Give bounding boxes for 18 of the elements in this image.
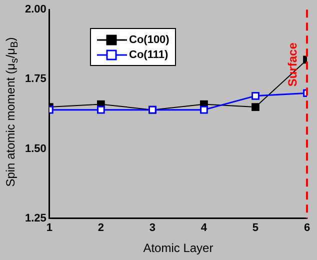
point (252, 92, 260, 100)
y-tick-label: 1.75 (24, 73, 46, 86)
point (96, 106, 105, 114)
x-tick-label: 5 (252, 222, 259, 234)
y-tick-label: 1.25 (24, 212, 46, 224)
x-tick-label: 3 (149, 222, 156, 234)
legend-label: Co(111) (129, 48, 168, 60)
x-tick-label: 1 (46, 222, 52, 234)
y-tick-label: 1.50 (24, 142, 46, 155)
x-tick-label: 2 (98, 222, 104, 234)
point (200, 106, 208, 114)
x-tick-label: 6 (304, 222, 310, 234)
ref-line-label: Surface (285, 42, 300, 87)
x-tick-label: 4 (200, 222, 208, 234)
legend-label: Co(100) (129, 34, 170, 46)
y-tick-label: 2.00 (24, 4, 46, 16)
point (252, 103, 260, 111)
x-axis-title: Atomic Layer (143, 241, 214, 256)
